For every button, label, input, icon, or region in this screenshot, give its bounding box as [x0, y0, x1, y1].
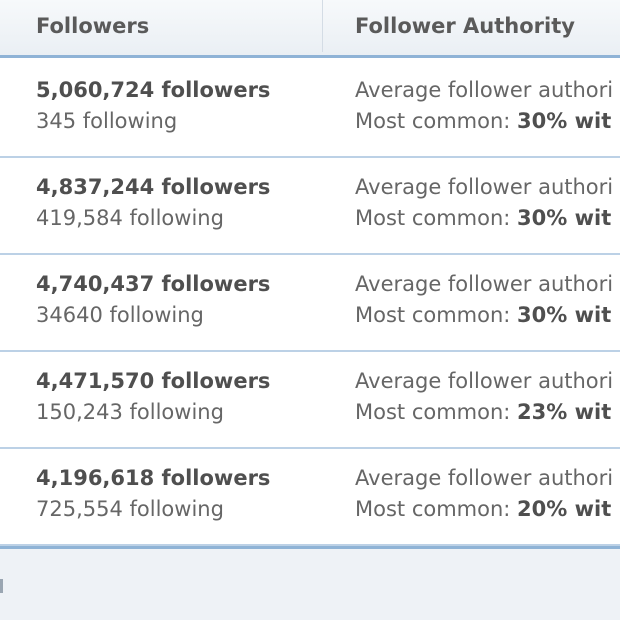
followers-cell: 4,837,244 followers 419,584 following — [36, 172, 270, 234]
following-count: 150,243 following — [36, 400, 224, 424]
table-row: 4,837,244 followers 419,584 following Av… — [0, 158, 620, 255]
most-common-label: Most common: — [355, 400, 518, 424]
average-authority-text: Average follower authori — [355, 78, 614, 102]
most-common-value: 30% wit — [517, 206, 612, 230]
average-authority-text: Average follower authori — [355, 369, 614, 393]
followers-cell: 4,740,437 followers 34640 following — [36, 269, 270, 331]
most-common-label: Most common: — [355, 303, 518, 327]
table-header: Followers Follower Authority — [0, 0, 620, 58]
most-common-value: 30% wit — [517, 109, 612, 133]
average-authority-text: Average follower authori — [355, 272, 614, 296]
authority-cell: Average follower authori Most common: 30… — [355, 269, 613, 331]
most-common-value: 30% wit — [517, 303, 612, 327]
following-count: 34640 following — [36, 303, 204, 327]
authority-cell: Average follower authori Most common: 20… — [355, 463, 613, 525]
table-row: 4,471,570 followers 150,243 following Av… — [0, 352, 620, 449]
authority-cell: Average follower authori Most common: 23… — [355, 366, 613, 428]
most-common-label: Most common: — [355, 497, 518, 521]
average-authority-text: Average follower authori — [355, 175, 614, 199]
authority-cell: Average follower authori Most common: 30… — [355, 75, 613, 137]
table-row: 4,740,437 followers 34640 following Aver… — [0, 255, 620, 352]
most-common-label: Most common: — [355, 109, 518, 133]
authority-cell: Average follower authori Most common: 30… — [355, 172, 613, 234]
following-count: 419,584 following — [36, 206, 224, 230]
most-common-label: Most common: — [355, 206, 518, 230]
most-common-value: 23% wit — [517, 400, 612, 424]
followers-cell: 5,060,724 followers 345 following — [36, 75, 270, 137]
footer-edge-marker — [0, 579, 3, 593]
following-count: 725,554 following — [36, 497, 224, 521]
followers-cell: 4,196,618 followers 725,554 following — [36, 463, 270, 525]
followers-count: 4,471,570 followers — [36, 369, 271, 393]
followers-count: 4,740,437 followers — [36, 272, 271, 296]
most-common-value: 20% wit — [517, 497, 612, 521]
authority-column-header[interactable]: Follower Authority — [355, 14, 575, 38]
average-authority-text: Average follower authori — [355, 466, 614, 490]
followers-column-header[interactable]: Followers — [36, 14, 150, 38]
followers-cell: 4,471,570 followers 150,243 following — [36, 366, 270, 428]
table-row: 4,196,618 followers 725,554 following Av… — [0, 449, 620, 546]
followers-count: 4,196,618 followers — [36, 466, 271, 490]
table-row: 5,060,724 followers 345 following Averag… — [0, 61, 620, 158]
followers-count: 5,060,724 followers — [36, 78, 271, 102]
followers-count: 4,837,244 followers — [36, 175, 271, 199]
column-divider — [322, 0, 323, 52]
following-count: 345 following — [36, 109, 178, 133]
table-footer — [0, 546, 620, 620]
